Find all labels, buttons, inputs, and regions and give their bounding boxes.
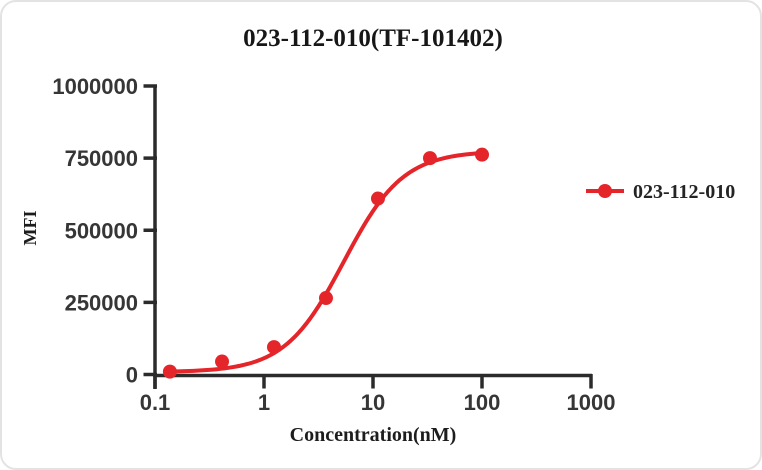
data-point	[266, 340, 281, 355]
x-tick-label: 0.1	[140, 390, 171, 415]
legend: 023-112-010	[586, 181, 735, 203]
data-point	[422, 151, 437, 166]
data-point	[475, 147, 489, 162]
data-point	[215, 354, 230, 369]
x-ticks: 0.1 1 10 100 1000	[140, 374, 616, 415]
data-point	[370, 191, 385, 206]
y-ticks: 0 250000 500000 750000 1000000	[52, 74, 157, 388]
x-tick-label: 1000	[567, 390, 616, 415]
y-tick-label: 0	[126, 363, 138, 388]
y-tick-label: 1000000	[52, 74, 138, 99]
legend-label: 023-112-010	[633, 181, 735, 203]
chart-title: 023-112-010(TF-101402)	[243, 25, 503, 52]
x-tick-label: 10	[361, 390, 385, 415]
y-axis-label: MFI	[20, 211, 40, 246]
y-tick-label: 500000	[65, 218, 138, 243]
data-point	[318, 291, 333, 306]
legend-marker-circle	[598, 184, 612, 198]
x-tick-label: 100	[464, 390, 501, 415]
data-point	[162, 364, 177, 379]
x-tick-label: 1	[258, 390, 270, 415]
fit-curve	[167, 150, 484, 374]
data-points	[162, 147, 489, 379]
series-layer	[162, 147, 489, 379]
x-axis-label: Concentration(nM)	[290, 424, 457, 446]
y-tick-label: 250000	[65, 290, 138, 315]
y-tick-label: 750000	[65, 146, 138, 171]
